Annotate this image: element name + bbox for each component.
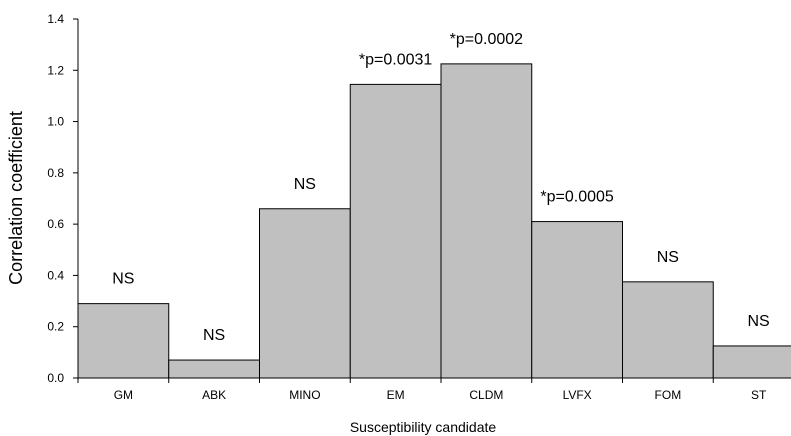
bars (77, 63, 791, 379)
y-tick-label: 0.8 (47, 166, 64, 180)
bar-annotation-cldm: *p=0.0002 (450, 31, 524, 48)
y-tick-label: 1.2 (47, 63, 64, 77)
bar-annotation-st: NS (748, 313, 770, 330)
bar-annotation-mino: NS (294, 176, 316, 193)
x-axis-ticks: GM ABK MINO EM CLDM LVFX FOM ST (77, 378, 767, 402)
bar-st (712, 345, 791, 379)
bar-cldm (440, 63, 533, 379)
bar-lvfx (531, 221, 623, 379)
x-tick-label-cldm: CLDM (469, 388, 503, 402)
y-tick-label: 0.0 (47, 371, 64, 385)
bar-annotation-fom: NS (657, 249, 679, 266)
x-tick-label-mino: MINO (289, 388, 320, 402)
bar-annotations: NS NS NS *p=0.0031 *p=0.0002 *p=0.0005 NS NS (112, 31, 769, 344)
y-tick-label: 1.0 (47, 115, 64, 129)
y-axis-title: Correlation coefficient (6, 111, 26, 285)
bar-abk (168, 359, 260, 379)
bar-annotation-gm: NS (112, 271, 134, 288)
x-tick-label-gm: GM (114, 388, 133, 402)
y-tick-label: 0.4 (47, 268, 64, 282)
bar-annotation-lvfx: *p=0.0005 (540, 189, 614, 206)
bar-gm (77, 303, 170, 379)
x-tick-label-abk: ABK (202, 388, 226, 402)
x-tick-label-em: EM (387, 388, 405, 402)
y-tick-label: 0.6 (47, 217, 64, 231)
bar-mino (259, 208, 351, 379)
bar-fom (622, 281, 714, 379)
x-axis-title: Susceptibility candidate (350, 419, 497, 435)
y-tick-label: 0.2 (47, 320, 64, 334)
x-tick-label-fom: FOM (655, 388, 682, 402)
x-tick-label-lvfx: LVFX (563, 388, 592, 402)
x-tick-label-st: ST (751, 388, 767, 402)
bar-annotation-abk: NS (203, 327, 225, 344)
bar-em (349, 83, 442, 379)
y-axis-ticks: 0.0 0.2 0.4 0.6 0.8 1.0 1.2 1.4 (47, 12, 78, 385)
y-tick-label: 1.4 (47, 12, 64, 26)
bar-annotation-em: *p=0.0031 (359, 51, 433, 68)
